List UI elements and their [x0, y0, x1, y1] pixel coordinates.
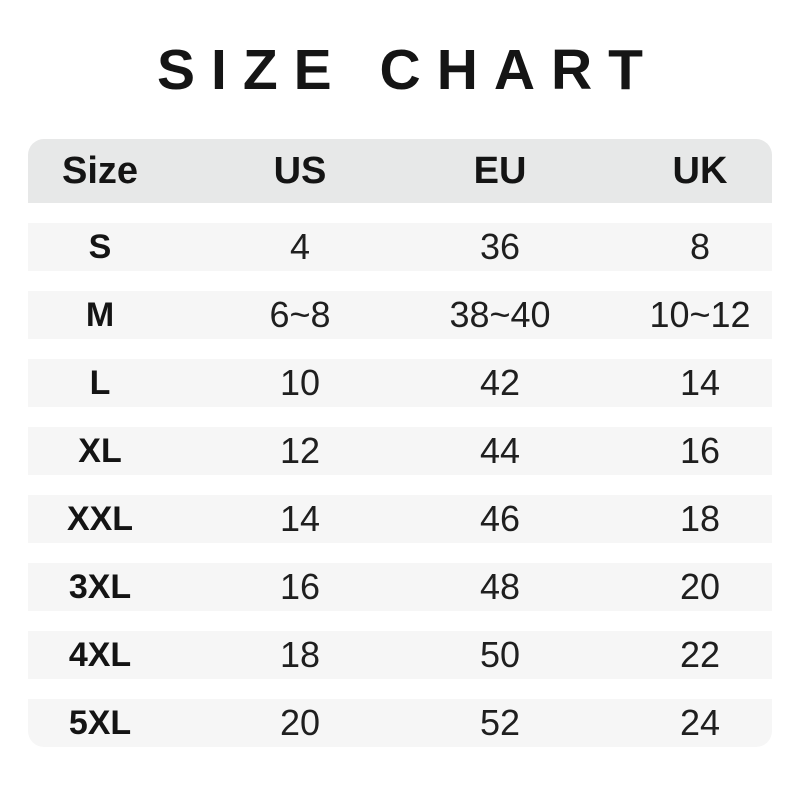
table-row-m: M 6~8 38~40 10~12: [0, 291, 800, 339]
cell-size-label: L: [89, 364, 111, 402]
table-row-s: S 4 36 8: [0, 223, 800, 271]
cell-uk-value: 10~12: [649, 294, 751, 335]
table-row-4xl: 4XL 18 50 22: [0, 631, 800, 679]
table-header-row: Size US EU UK: [0, 139, 800, 203]
page-title: SIZE CHART: [157, 38, 659, 102]
cell-us-value: 20: [279, 702, 321, 743]
cell-eu-value: 52: [479, 702, 521, 743]
cell-us-value: 4: [289, 226, 311, 267]
size-chart-table: Size US EU UK S 4 36 8 M 6~8 38~40 10~12…: [0, 139, 800, 747]
cell-eu-value: 44: [479, 430, 521, 471]
cell-eu-value: 50: [479, 634, 521, 675]
cell-us-value: 18: [279, 634, 321, 675]
cell-us-value: 6~8: [269, 294, 331, 335]
cell-size-label: 5XL: [68, 704, 132, 742]
cell-eu-value: 48: [479, 566, 521, 607]
cell-uk-value: 18: [679, 498, 721, 539]
cell-us-value: 16: [279, 566, 321, 607]
cell-us-value: 10: [279, 362, 321, 403]
table-row-xl: XL 12 44 16: [0, 427, 800, 475]
cell-us-value: 12: [279, 430, 321, 471]
cell-size-label: XL: [78, 432, 122, 470]
column-header-size: Size: [61, 150, 139, 192]
table-row-xxl: XXL 14 46 18: [0, 495, 800, 543]
table-row-3xl: 3XL 16 48 20: [0, 563, 800, 611]
cell-size-label: 4XL: [68, 636, 132, 674]
cell-uk-value: 14: [679, 362, 721, 403]
cell-uk-value: 16: [679, 430, 721, 471]
column-header-eu: EU: [473, 150, 527, 192]
cell-eu-value: 36: [479, 226, 521, 267]
cell-eu-value: 46: [479, 498, 521, 539]
cell-size-label: S: [88, 228, 112, 266]
cell-uk-value: 20: [679, 566, 721, 607]
cell-eu-value: 42: [479, 362, 521, 403]
cell-size-label: 3XL: [68, 568, 132, 606]
cell-uk-value: 22: [679, 634, 721, 675]
cell-uk-value: 24: [679, 702, 721, 743]
column-header-us: US: [273, 150, 327, 192]
table-row-5xl: 5XL 20 52 24: [0, 699, 800, 747]
column-header-uk: UK: [672, 150, 728, 192]
table-row-l: L 10 42 14: [0, 359, 800, 407]
cell-size-label: M: [85, 296, 115, 334]
cell-eu-value: 38~40: [449, 294, 551, 335]
cell-uk-value: 8: [689, 226, 711, 267]
cell-size-label: XXL: [66, 500, 134, 538]
cell-us-value: 14: [279, 498, 321, 539]
